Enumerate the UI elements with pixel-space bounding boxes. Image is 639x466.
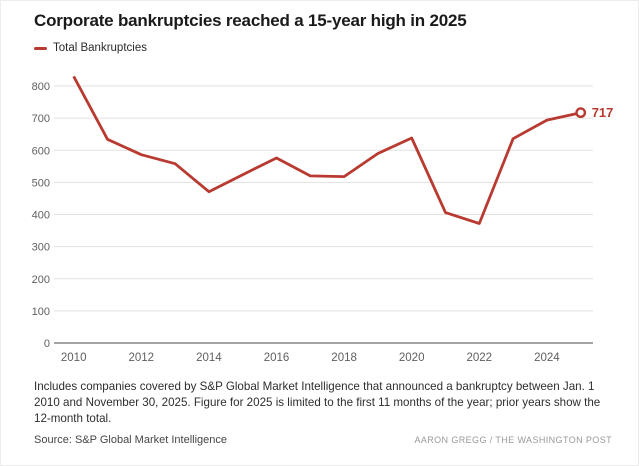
y-tick-label: 600	[32, 145, 50, 157]
end-point-marker	[575, 107, 587, 119]
y-tick-label: 100	[32, 306, 50, 318]
x-tick-label: 2010	[61, 352, 87, 364]
legend-line-swatch	[34, 46, 47, 50]
y-tick-label: 200	[32, 274, 50, 286]
total-bankruptcies-line	[72, 75, 581, 225]
x-tick-label: 2016	[264, 352, 290, 364]
source-row: Source: S&P Global Market Intelligence A…	[34, 434, 612, 446]
end-value-label: 717	[592, 105, 614, 120]
y-tick-label: 700	[32, 113, 50, 125]
y-tick-label: 400	[32, 210, 50, 222]
legend-label: Total Bankruptcies	[53, 42, 147, 54]
byline-credit: AARON GREGG / THE WASHINGTON POST	[414, 435, 612, 445]
source-text: Source: S&P Global Market Intelligence	[34, 434, 228, 446]
chart-title: Corporate bankruptcies reached a 15-year…	[34, 11, 467, 30]
bankruptcy-line-chart: 0 100 200 300 400 500 600 700 800 2010 2012 2014 201…	[32, 75, 614, 364]
x-tick-label: 2018	[331, 352, 357, 364]
y-tick-label: 0	[44, 338, 50, 350]
x-tick-label: 2014	[196, 352, 222, 364]
x-tick-label: 2022	[467, 352, 493, 364]
chart-legend: Total Bankruptcies	[34, 42, 147, 54]
y-tick-label: 300	[32, 242, 50, 254]
x-tick-label: 2012	[129, 352, 155, 364]
y-tick-label: 800	[32, 81, 50, 93]
x-tick-label: 2024	[534, 352, 560, 364]
y-tick-label: 500	[32, 177, 50, 189]
x-tick-label: 2020	[399, 352, 425, 364]
footnote: Includes companies covered by S&P Global…	[34, 380, 601, 425]
